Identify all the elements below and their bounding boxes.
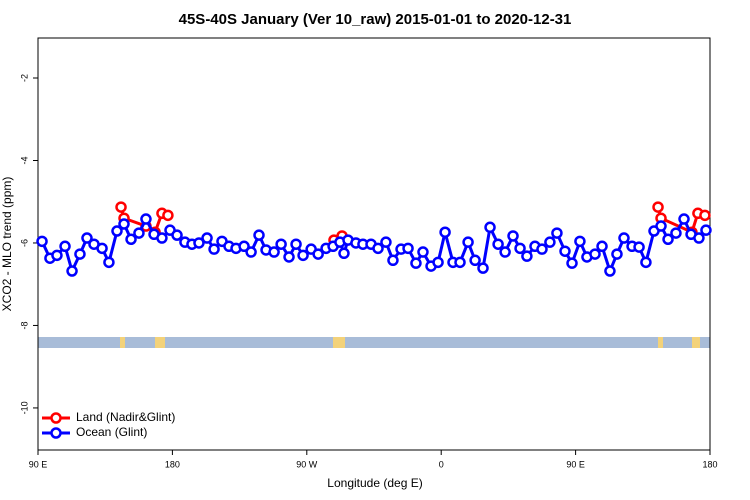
point <box>81 232 93 244</box>
point <box>454 256 466 269</box>
y-tick-label: -8 <box>19 321 29 329</box>
land-mask-strip <box>38 337 710 348</box>
point <box>74 248 86 260</box>
point <box>596 240 608 253</box>
point <box>253 229 265 241</box>
point <box>633 241 645 253</box>
point <box>693 232 705 244</box>
point <box>115 201 127 213</box>
point <box>162 209 174 222</box>
point <box>283 251 295 263</box>
x-tick-label: 180 <box>165 459 180 469</box>
legend-swatch-marker <box>50 427 62 439</box>
y-tick-label: -10 <box>19 401 29 414</box>
y-axis-title: XCO2 - MLO trend (ppm) <box>0 177 14 312</box>
point <box>290 238 302 250</box>
point <box>640 256 652 269</box>
point <box>133 227 145 239</box>
point <box>492 238 504 250</box>
point <box>652 201 664 213</box>
point <box>59 240 71 253</box>
point <box>432 256 444 269</box>
point <box>380 236 392 248</box>
point <box>297 249 309 262</box>
point <box>268 246 280 258</box>
point <box>125 233 137 246</box>
point <box>514 242 526 255</box>
y-tick-label: -6 <box>19 239 29 247</box>
point <box>171 229 183 241</box>
point <box>566 257 578 269</box>
point <box>574 235 586 248</box>
point <box>275 238 287 250</box>
point <box>507 230 519 242</box>
x-axis-title: Longitude (deg E) <box>327 476 422 490</box>
legend-label: Land (Nadir&Glint) <box>76 410 175 424</box>
point <box>618 232 630 244</box>
point <box>611 248 623 260</box>
point <box>410 257 422 269</box>
point <box>536 243 548 255</box>
point <box>559 245 571 257</box>
y-tick-label: -4 <box>19 156 29 164</box>
point <box>372 242 384 255</box>
point <box>484 221 496 234</box>
point <box>589 248 601 260</box>
point <box>499 246 511 258</box>
x-tick-label: 90 W <box>296 459 318 469</box>
point <box>699 209 711 222</box>
point <box>193 237 205 249</box>
point <box>208 243 220 255</box>
point <box>338 247 350 260</box>
x-tick-label: 90 E <box>566 459 585 469</box>
point <box>111 225 123 237</box>
point <box>670 227 682 239</box>
point <box>66 265 78 277</box>
point <box>402 242 414 255</box>
point <box>417 246 429 258</box>
legend-swatch-marker <box>50 412 62 424</box>
point <box>156 232 168 244</box>
point <box>551 227 563 239</box>
point <box>238 240 250 253</box>
point <box>245 246 257 258</box>
y-tick-label: -2 <box>19 74 29 82</box>
point <box>387 254 399 267</box>
point <box>36 235 48 248</box>
point <box>439 226 451 238</box>
point <box>521 250 533 262</box>
point <box>118 218 130 230</box>
point <box>469 254 481 267</box>
x-tick-label: 0 <box>439 459 444 469</box>
point <box>700 224 712 236</box>
legend-label: Ocean (Glint) <box>76 425 147 439</box>
point <box>201 232 213 244</box>
point <box>312 248 324 260</box>
point <box>678 213 690 225</box>
point <box>96 242 108 255</box>
chart-title: 45S-40S January (Ver 10_raw) 2015-01-01 … <box>179 11 572 28</box>
point <box>655 220 667 232</box>
point <box>477 262 489 274</box>
point <box>103 256 115 269</box>
x-tick-label: 180 <box>702 459 717 469</box>
point <box>51 249 63 262</box>
point <box>140 213 152 225</box>
point <box>662 233 674 246</box>
x-tick-label: 90 E <box>29 459 48 469</box>
point <box>462 236 474 248</box>
legend: Land (Nadir&Glint)Ocean (Glint) <box>42 410 175 439</box>
point <box>544 236 556 248</box>
point <box>604 265 616 277</box>
